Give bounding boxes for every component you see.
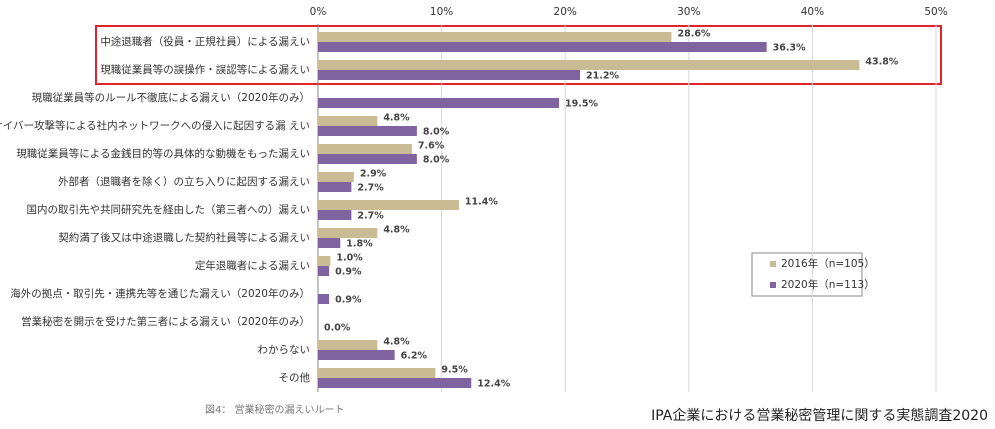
category-label: 国内の取引先や共同研究先を経由した（第三者への）漏えい <box>27 203 311 216</box>
caption: 図4： 営業秘密の漏えいルート <box>205 403 345 416</box>
category-label: わからない <box>258 344 311 356</box>
value-label: 2.7% <box>357 211 384 222</box>
legend-label: 2016年（n=105） <box>781 257 875 270</box>
category-label: 海外の拠点・取引先・連携先等を通じた漏えい（2020年のみ） <box>10 287 310 300</box>
bar <box>318 228 378 238</box>
bar <box>318 350 395 360</box>
value-label: 11.4% <box>465 197 498 208</box>
legend-label: 2020年（n=113） <box>781 278 875 291</box>
x-tick-label: 30% <box>677 6 700 18</box>
value-label: 8.0% <box>423 127 450 138</box>
bar <box>318 256 331 266</box>
bar <box>318 70 581 80</box>
value-label: 2.9% <box>360 169 387 180</box>
legend-swatch <box>770 261 776 267</box>
value-label: 4.8% <box>383 337 410 348</box>
x-tick-label: 40% <box>801 6 824 18</box>
category-label: 現職従業員等の誤操作・誤認等による漏えい <box>100 63 310 76</box>
bar <box>318 116 378 126</box>
value-label: 2.7% <box>357 183 384 194</box>
category-label: 中途退職者（役員・正規社員）による漏えい <box>100 35 310 48</box>
bar <box>318 340 378 350</box>
value-label: 4.8% <box>383 113 410 124</box>
bar <box>318 98 560 108</box>
bar <box>318 368 436 378</box>
highlight-box <box>95 25 942 85</box>
value-label: 0.0% <box>324 323 351 334</box>
category-label: 外部者（退職者を除く）の立ち入りに起因する漏えい <box>58 175 310 188</box>
bar <box>318 210 352 220</box>
bar <box>318 144 412 154</box>
bar <box>318 60 860 70</box>
bar <box>318 126 417 136</box>
value-label: 19.5% <box>565 99 598 110</box>
value-label: 0.9% <box>335 295 362 306</box>
value-label: 1.0% <box>336 253 363 264</box>
x-tick-label: 50% <box>924 6 947 18</box>
bar <box>318 266 330 276</box>
category-label: 契約満了後又は中途退職した契約社員等による漏えい <box>58 231 310 244</box>
value-label: 43.8% <box>865 57 898 68</box>
bar <box>318 154 417 164</box>
bar <box>318 238 341 248</box>
category-label: その他 <box>279 371 311 384</box>
x-tick-label: 0% <box>310 6 327 18</box>
source: IPA企業における営業秘密管理に関する実態調査2020 <box>651 407 988 424</box>
value-label: 12.4% <box>477 379 510 390</box>
bar <box>318 32 672 42</box>
x-tick-label: 20% <box>554 6 577 18</box>
category-label: サイバー攻撃等による社内ネットワークへの侵入に起因する漏 えい <box>0 119 310 132</box>
category-label: 定年退職者による漏えい <box>195 259 310 272</box>
value-label: 4.8% <box>383 225 410 236</box>
value-label: 21.2% <box>586 71 619 82</box>
bar <box>318 378 472 388</box>
bar <box>318 200 459 210</box>
bar <box>318 182 352 192</box>
value-label: 6.2% <box>401 351 428 362</box>
value-label: 8.0% <box>423 155 450 166</box>
bar <box>318 42 767 52</box>
value-label: 0.9% <box>335 267 362 278</box>
category-label: 現職従業員等による金銭目的等の具体的な動機をもった漏えい <box>16 147 310 160</box>
value-label: 9.5% <box>441 365 468 376</box>
value-label: 36.3% <box>773 43 806 54</box>
category-label: 現職従業員等のルール不徹底による漏えい（2020年のみ） <box>32 91 310 104</box>
legend-swatch <box>770 282 776 288</box>
x-tick-label: 10% <box>430 6 453 18</box>
value-label: 7.6% <box>418 141 445 152</box>
category-label: 営業秘密を開示を受けた第三者による漏えい（2020年のみ） <box>21 315 310 328</box>
value-label: 28.6% <box>677 29 710 40</box>
bar <box>318 172 354 182</box>
bar <box>318 294 330 304</box>
value-label: 1.8% <box>346 239 373 250</box>
legend-box <box>751 252 863 297</box>
